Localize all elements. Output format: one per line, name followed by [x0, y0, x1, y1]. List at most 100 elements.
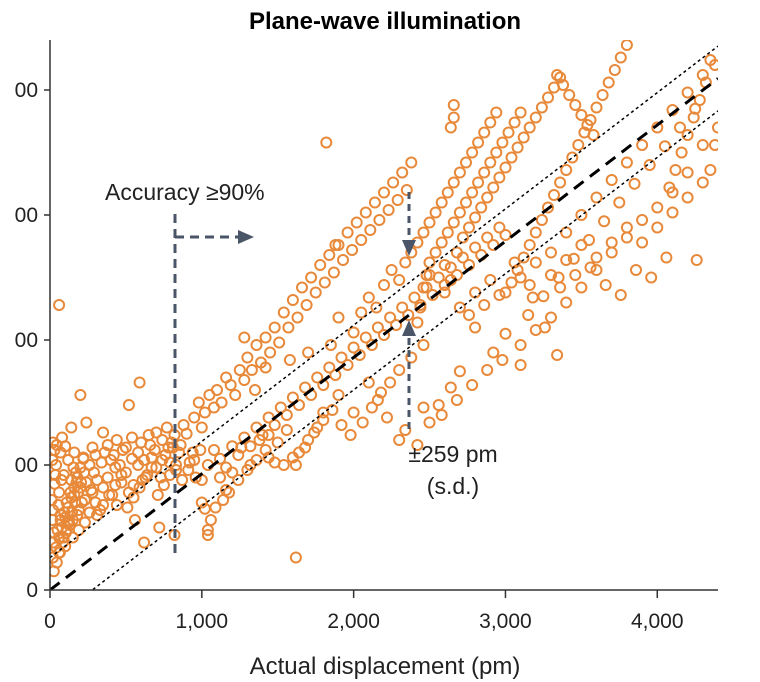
- data-point: [681, 191, 694, 204]
- data-point: [441, 186, 454, 199]
- data-point: [423, 256, 436, 269]
- data-point: [481, 364, 494, 376]
- data-point: [402, 309, 415, 321]
- data-point: [241, 351, 254, 364]
- data-point: [97, 481, 110, 494]
- data-point: [291, 311, 304, 324]
- data-point: [535, 101, 548, 114]
- data-point: [259, 361, 272, 374]
- data-point: [384, 311, 397, 324]
- data-point: [408, 291, 421, 304]
- data-point: [195, 496, 208, 509]
- data-point: [150, 426, 163, 439]
- sd-arrow-bottom-head: [402, 320, 416, 336]
- data-point: [463, 221, 475, 234]
- data-point: [496, 354, 509, 366]
- data-point: [329, 369, 342, 381]
- data-point: [308, 426, 321, 439]
- data-point: [444, 381, 457, 394]
- data-point: [475, 201, 488, 214]
- data-point: [53, 299, 66, 311]
- data-point: [110, 499, 123, 511]
- data-point: [514, 106, 527, 119]
- data-point: [259, 444, 272, 456]
- data-point: [472, 136, 485, 149]
- data-point: [630, 264, 642, 276]
- data-point: [453, 166, 466, 179]
- data-point: [517, 131, 530, 144]
- data-point: [450, 394, 463, 406]
- data-point: [493, 171, 506, 184]
- data-point: [280, 424, 293, 436]
- data-point: [447, 216, 460, 229]
- y-tick-label: 00: [15, 204, 38, 227]
- data-point: [517, 251, 530, 264]
- x-axis-label: Actual displacement (pm): [250, 653, 521, 680]
- data-point: [101, 439, 114, 451]
- data-point: [529, 226, 542, 239]
- data-point: [208, 444, 220, 456]
- data-point: [77, 451, 90, 464]
- data-point: [493, 289, 506, 301]
- data-point: [605, 174, 618, 186]
- data-point: [499, 229, 512, 241]
- data-point: [188, 454, 201, 466]
- data-point: [327, 266, 340, 279]
- data-point: [83, 506, 96, 519]
- data-point: [253, 434, 266, 446]
- data-point: [192, 396, 205, 409]
- data-point: [511, 141, 524, 154]
- data-point: [283, 354, 296, 366]
- data-point: [581, 119, 594, 131]
- data-point: [332, 311, 345, 324]
- data-point: [217, 494, 230, 506]
- data-point: [138, 536, 151, 549]
- data-point: [85, 484, 97, 496]
- data-point: [709, 139, 718, 151]
- data-point: [496, 136, 509, 149]
- data-point: [138, 454, 151, 466]
- data-point: [211, 384, 223, 396]
- data-point: [324, 339, 337, 351]
- data-point: [286, 451, 299, 464]
- data-point: [107, 449, 120, 461]
- data-point: [305, 271, 318, 284]
- data-point: [484, 274, 497, 286]
- data-point: [590, 264, 603, 276]
- data-point: [160, 421, 173, 434]
- data-point: [359, 206, 372, 219]
- data-point: [696, 176, 709, 189]
- data-point: [435, 236, 448, 249]
- sd-note-label: (s.d.): [427, 473, 479, 499]
- data-point: [560, 164, 573, 176]
- data-point: [245, 364, 258, 376]
- data-point: [335, 419, 348, 431]
- sd-upper-line: [50, 45, 718, 559]
- y-tick-label: 00: [15, 454, 38, 477]
- points-layer: [50, 40, 718, 578]
- data-point: [651, 221, 664, 234]
- data-point: [337, 254, 349, 266]
- data-point: [508, 116, 521, 129]
- data-point: [300, 299, 313, 311]
- data-point: [608, 64, 621, 76]
- data-point: [466, 186, 479, 199]
- data-point: [669, 164, 682, 176]
- data-point: [370, 301, 383, 314]
- data-point: [153, 521, 166, 534]
- data-point: [605, 246, 618, 259]
- x-ticks: 0 1,000 2,000 3,000 4,000: [44, 590, 684, 633]
- data-point: [681, 166, 694, 179]
- data-point: [478, 126, 491, 139]
- data-point: [548, 189, 560, 201]
- data-point: [78, 466, 91, 479]
- data-point: [575, 281, 588, 294]
- data-point: [478, 166, 491, 179]
- data-point: [478, 299, 491, 311]
- data-point: [453, 365, 466, 378]
- data-point: [362, 376, 375, 389]
- data-point: [651, 201, 664, 214]
- data-point: [271, 436, 284, 449]
- data-point: [198, 406, 211, 419]
